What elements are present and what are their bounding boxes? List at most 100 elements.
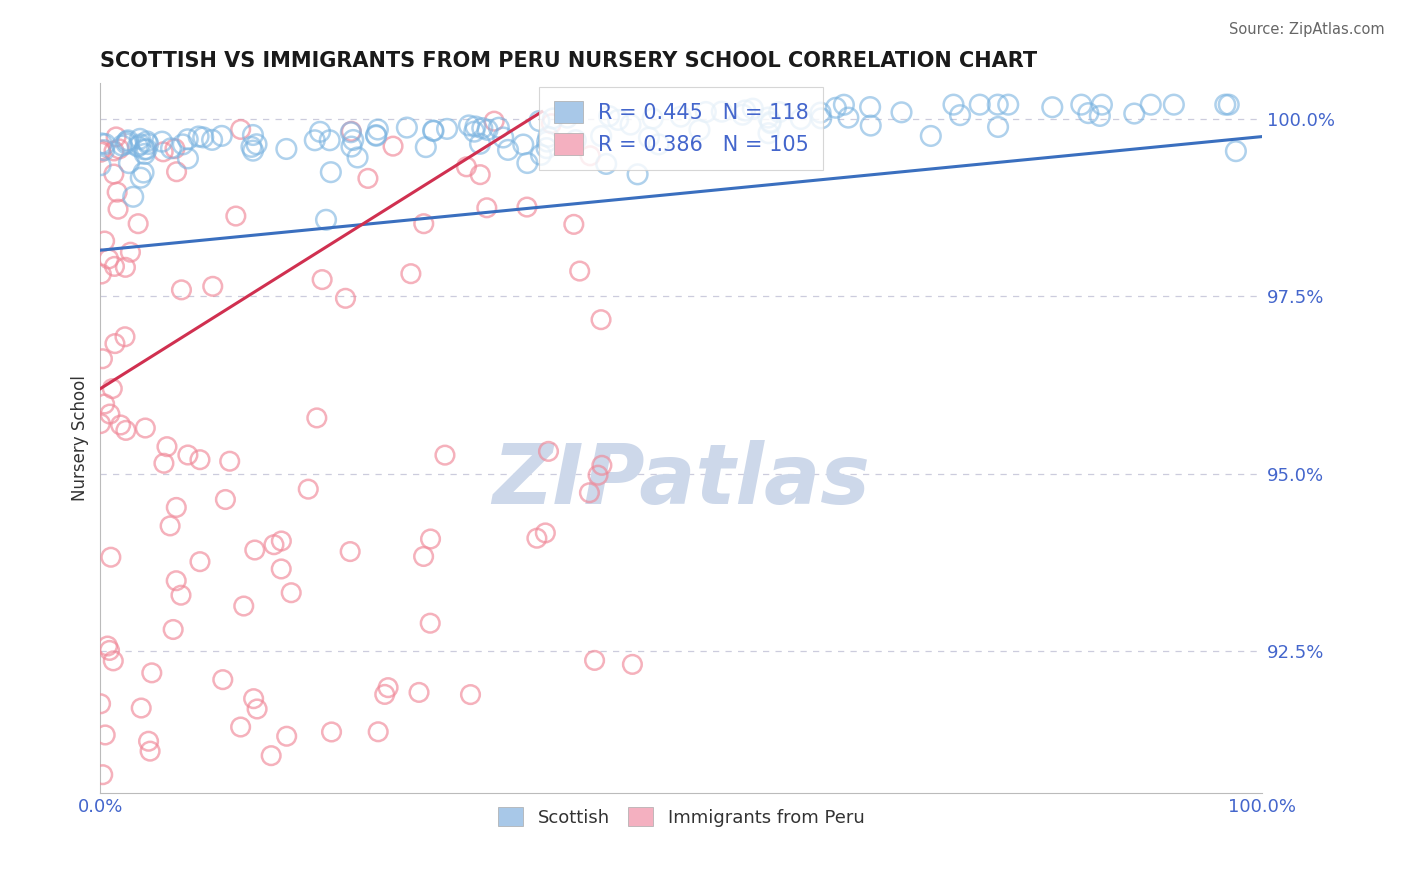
Point <box>810 105 832 120</box>
Point <box>412 549 434 564</box>
Point <box>89 143 111 157</box>
Point <box>165 500 187 515</box>
Point <box>170 588 193 602</box>
Point <box>586 468 609 483</box>
Point <box>377 681 399 695</box>
Point <box>364 128 387 143</box>
Point <box>177 448 200 462</box>
Point <box>595 157 617 171</box>
Point <box>153 456 176 470</box>
Point <box>859 119 882 133</box>
Point <box>260 748 283 763</box>
Point <box>419 616 441 631</box>
Point <box>458 119 481 133</box>
Point <box>91 767 114 781</box>
Point <box>540 117 562 131</box>
Point <box>565 133 588 147</box>
Point <box>201 279 224 293</box>
Point <box>759 116 782 130</box>
Point <box>768 105 790 120</box>
Point <box>134 143 156 157</box>
Point <box>134 147 156 161</box>
Point <box>105 130 128 145</box>
Point <box>367 724 389 739</box>
Point <box>311 272 333 286</box>
Point <box>710 104 733 119</box>
Point <box>110 417 132 432</box>
Point <box>129 170 152 185</box>
Point <box>276 729 298 743</box>
Point <box>591 129 613 144</box>
Point <box>516 156 538 170</box>
Point <box>1139 97 1161 112</box>
Point <box>136 136 159 151</box>
Point <box>579 149 602 163</box>
Point <box>188 555 211 569</box>
Point <box>621 657 644 672</box>
Legend: Scottish, Immigrants from Peru: Scottish, Immigrants from Peru <box>491 800 872 834</box>
Point <box>969 97 991 112</box>
Point <box>536 141 558 155</box>
Text: ZIPatlas: ZIPatlas <box>492 441 870 522</box>
Text: SCOTTISH VS IMMIGRANTS FROM PERU NURSERY SCHOOL CORRELATION CHART: SCOTTISH VS IMMIGRANTS FROM PERU NURSERY… <box>100 51 1038 70</box>
Point <box>408 685 430 699</box>
Point <box>162 623 184 637</box>
Point <box>187 129 209 144</box>
Point <box>734 103 756 118</box>
Point <box>949 108 972 122</box>
Point <box>104 336 127 351</box>
Point <box>1077 106 1099 120</box>
Point <box>619 118 641 132</box>
Point <box>536 135 558 149</box>
Point <box>471 121 494 136</box>
Point <box>93 397 115 411</box>
Point <box>242 128 264 142</box>
Point <box>741 102 763 116</box>
Point <box>1123 106 1146 120</box>
Text: Source: ZipAtlas.com: Source: ZipAtlas.com <box>1229 22 1385 37</box>
Point <box>111 138 134 153</box>
Point <box>270 534 292 549</box>
Point <box>583 653 606 667</box>
Point <box>419 532 441 546</box>
Point <box>339 544 361 558</box>
Point <box>177 132 200 146</box>
Point <box>225 209 247 223</box>
Point <box>90 145 112 160</box>
Point <box>1213 97 1236 112</box>
Point <box>139 744 162 758</box>
Point <box>557 111 579 125</box>
Point <box>422 124 444 138</box>
Point <box>810 112 832 126</box>
Point <box>105 185 128 199</box>
Point <box>165 574 187 588</box>
Point <box>470 168 492 182</box>
Point <box>245 137 267 152</box>
Point <box>516 200 538 214</box>
Point <box>101 382 124 396</box>
Point <box>475 201 498 215</box>
Point <box>90 697 112 711</box>
Point <box>578 485 600 500</box>
Point <box>201 133 224 147</box>
Point <box>94 136 117 151</box>
Point <box>589 312 612 326</box>
Point <box>1091 97 1114 112</box>
Point <box>127 217 149 231</box>
Point <box>276 142 298 156</box>
Point <box>530 148 553 162</box>
Point <box>837 111 859 125</box>
Point <box>108 142 131 156</box>
Point <box>482 114 505 128</box>
Point <box>103 167 125 181</box>
Point <box>160 141 183 155</box>
Point <box>129 701 152 715</box>
Point <box>460 688 482 702</box>
Point <box>477 123 499 137</box>
Point <box>340 124 363 138</box>
Point <box>214 492 236 507</box>
Point <box>103 260 125 274</box>
Point <box>115 423 138 437</box>
Point <box>115 136 138 151</box>
Point <box>832 97 855 112</box>
